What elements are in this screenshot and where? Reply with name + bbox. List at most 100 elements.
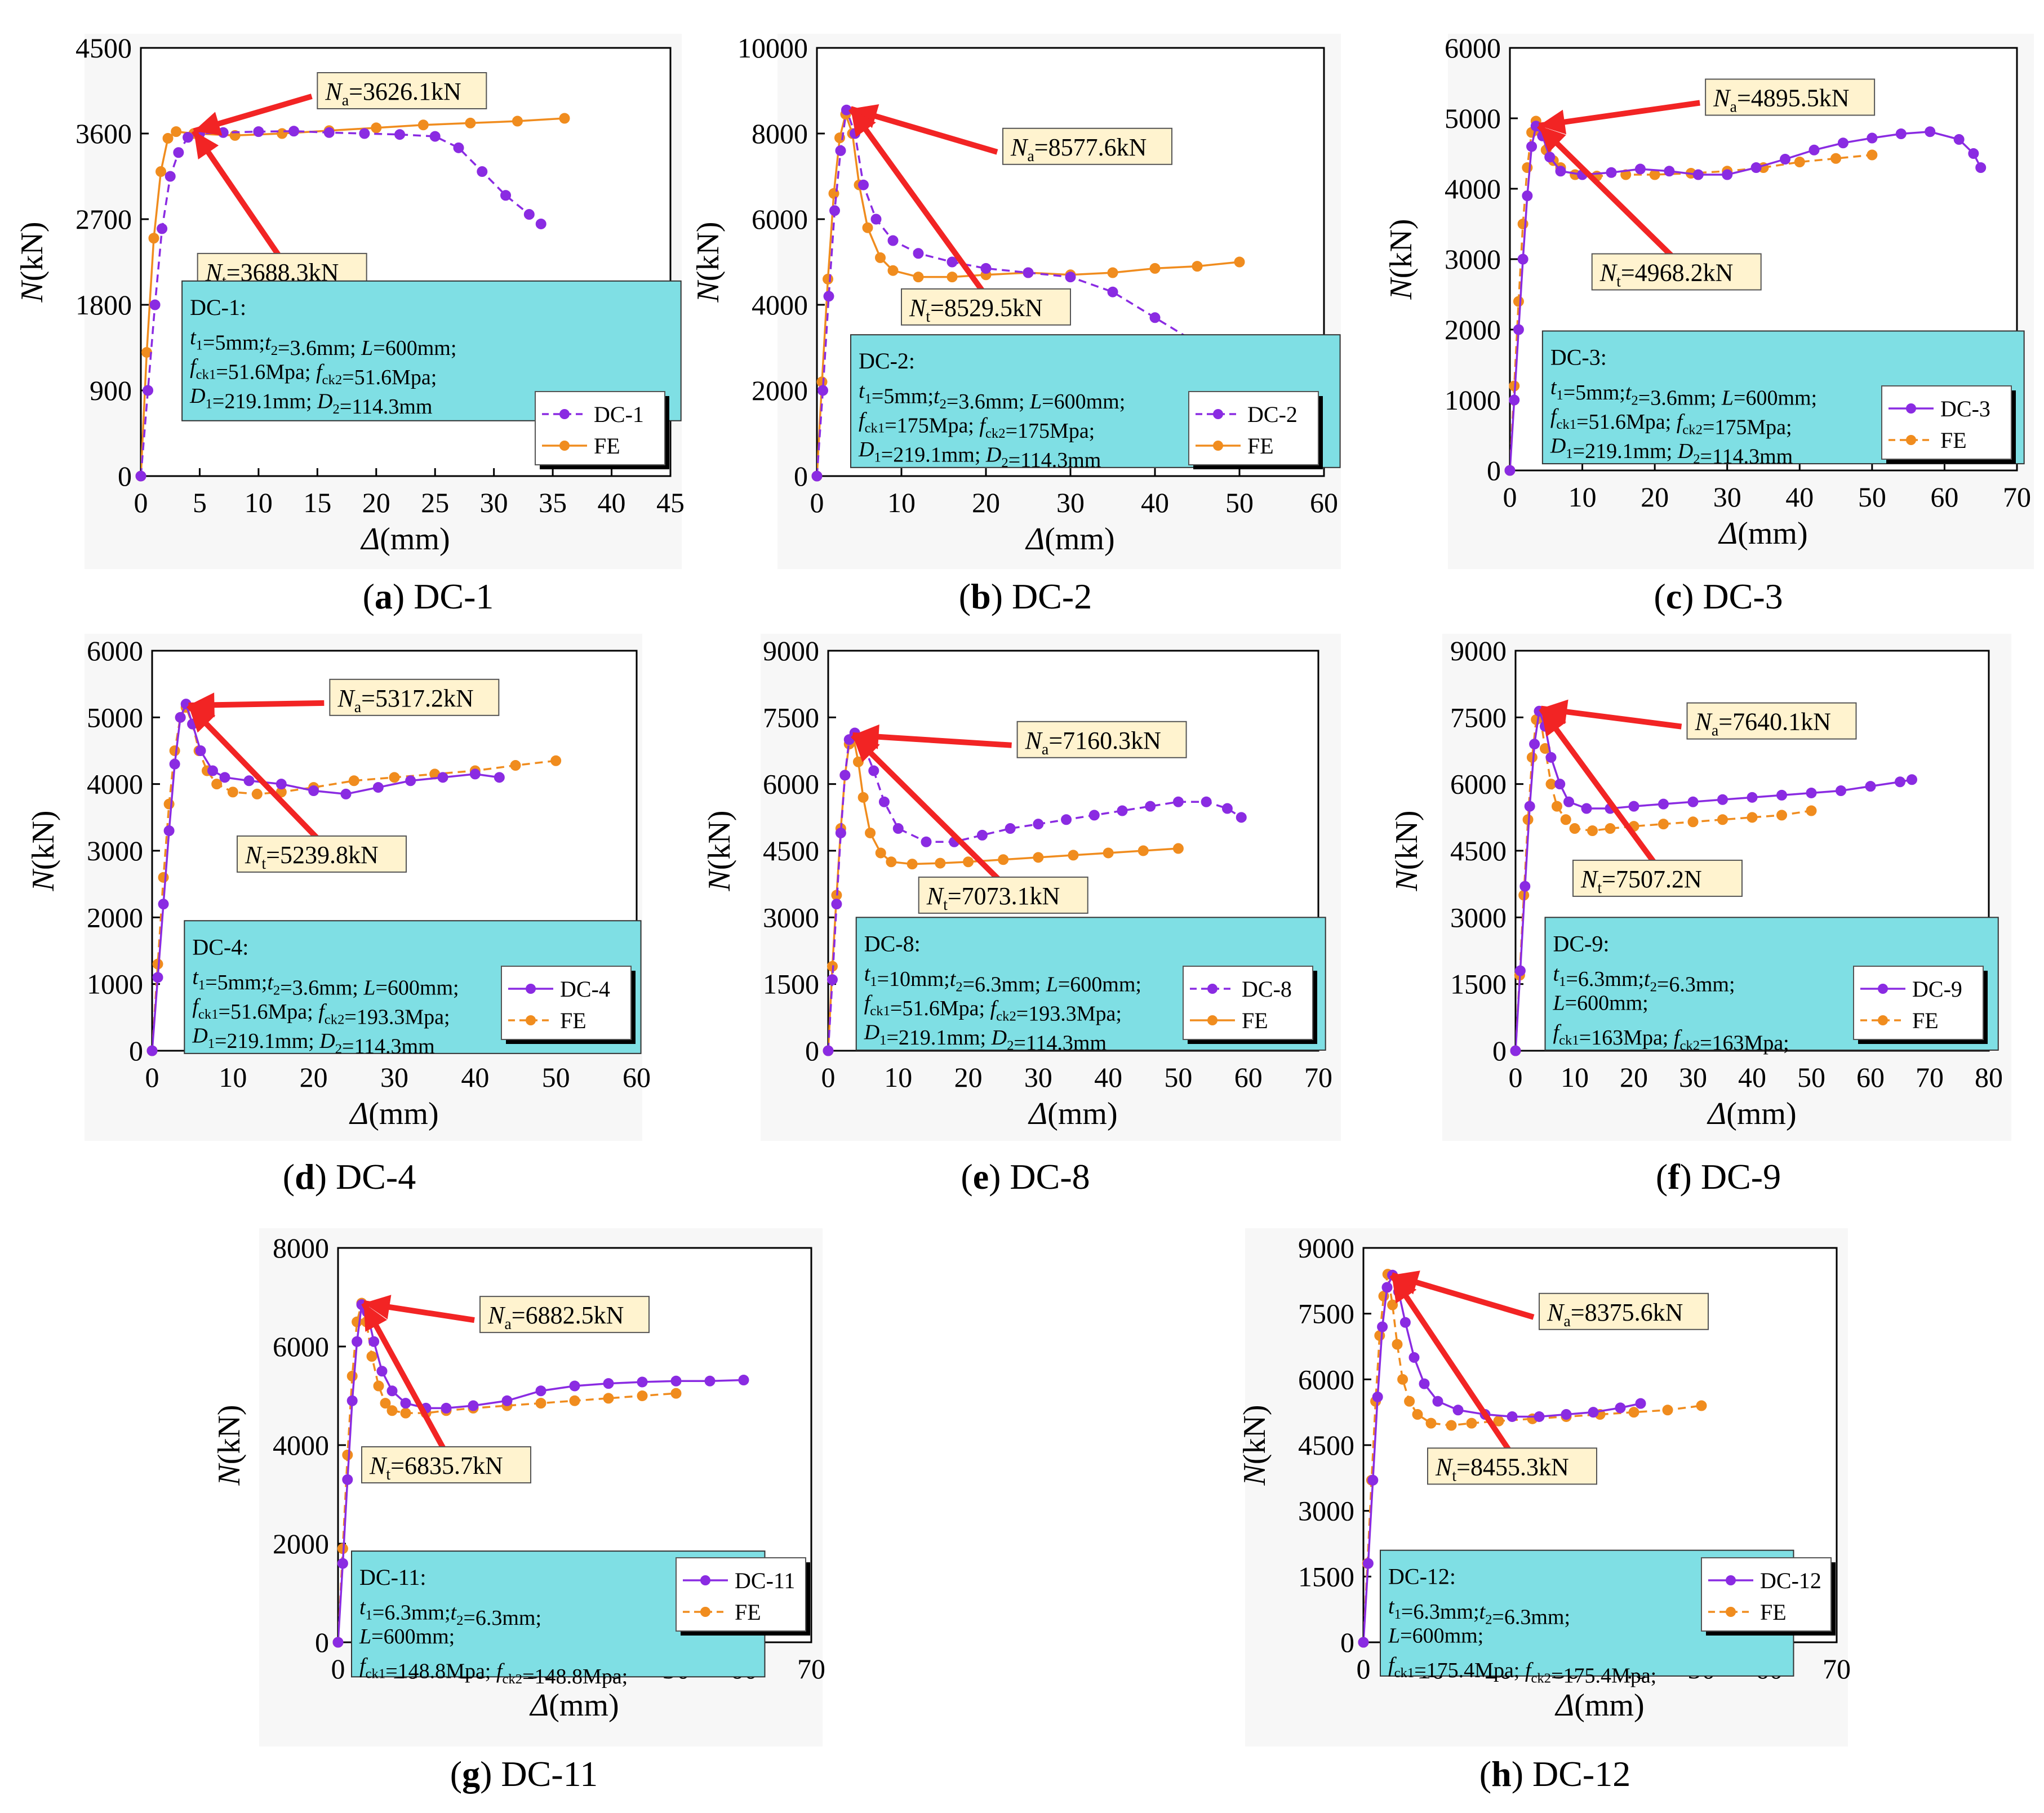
panel-caption: (f) DC-9 — [1656, 1157, 1781, 1197]
data-point-fe — [1658, 819, 1669, 830]
nt-arrow — [1536, 123, 1679, 263]
legend-marker-test — [1213, 409, 1223, 419]
data-point-test — [523, 209, 535, 220]
data-point-test — [1509, 394, 1520, 406]
data-point-test — [157, 223, 168, 234]
data-point-test — [143, 385, 154, 396]
data-point-test — [352, 1336, 363, 1347]
parameter-line: t1=5mm;t2=3.6mm; L=600mm; — [859, 379, 1125, 414]
legend-label-fe: FE — [735, 1599, 761, 1625]
x-tick-label: 40 — [1094, 1061, 1122, 1093]
data-point-fe — [211, 779, 223, 790]
data-point-fe — [637, 1390, 648, 1401]
data-point-fe — [1387, 1299, 1398, 1310]
x-tick-label: 20 — [954, 1061, 983, 1093]
nt-arrow — [1389, 1273, 1515, 1457]
na-callout-box — [1016, 721, 1187, 758]
parameter-line: L=600mm; — [1388, 1624, 1483, 1648]
legend-box — [1853, 966, 1984, 1040]
nt-arrow — [1539, 706, 1660, 869]
data-point-test — [1107, 286, 1118, 297]
nt-arrow-head — [363, 1303, 388, 1332]
legend-label-fe: FE — [1242, 1008, 1268, 1033]
legend-label-test: DC-9 — [1912, 976, 1962, 1002]
nt-callout-label: Nt=8455.3kN — [1435, 1453, 1569, 1485]
data-point-test — [346, 1395, 358, 1406]
data-point-test — [858, 179, 869, 190]
data-point-test — [1692, 169, 1704, 180]
data-point-test — [1517, 254, 1528, 265]
data-point-test — [477, 166, 488, 177]
data-point-fe — [169, 745, 180, 756]
data-point-test — [323, 127, 335, 138]
data-point-test — [1452, 1405, 1464, 1416]
nt-callout-label: Nt=7073.1kN — [926, 882, 1060, 914]
x-tick-label: 20 — [1641, 481, 1669, 513]
x-tick-label: 0 — [145, 1061, 159, 1093]
data-point-test — [1088, 810, 1100, 821]
y-tick-label: 3000 — [1450, 901, 1507, 933]
y-tick-label: 3000 — [1298, 1495, 1354, 1527]
data-point-fe — [535, 1398, 546, 1409]
legend-marker-fe — [1213, 441, 1223, 451]
x-tick-label: 40 — [1738, 1061, 1766, 1093]
x-tick-label: 5 — [193, 487, 207, 518]
y-tick-label: 900 — [90, 375, 132, 406]
data-point-fe — [559, 113, 570, 124]
data-point-fe — [875, 252, 886, 263]
legend-box — [501, 966, 632, 1040]
data-point-test — [1554, 779, 1566, 790]
data-point-fe — [1466, 1417, 1477, 1429]
data-point-fe — [1103, 847, 1114, 859]
data-point-fe — [1560, 814, 1571, 825]
data-point-test — [1172, 796, 1184, 807]
x-tick-label: 50 — [1797, 1061, 1825, 1093]
data-point-test — [1895, 128, 1907, 139]
y-axis-label: N(kN) — [1384, 219, 1419, 300]
nt-arrow-head — [852, 735, 880, 762]
x-axis-label: Δ(mm) — [1707, 1096, 1796, 1131]
data-point-test — [637, 1376, 648, 1388]
chart-panel-a: 0 5 10 15 20 25 30 35 40 45 0 900 1800 2700 3600 4500 Δ(… — [15, 32, 685, 616]
x-axis-label: Δ(mm) — [1554, 1688, 1644, 1723]
data-point-fe — [162, 132, 174, 144]
x-axis-label: Δ(mm) — [529, 1688, 619, 1723]
parameter-title: DC-4: — [192, 934, 248, 959]
data-point-test — [1005, 823, 1016, 834]
data-point-test — [1408, 1352, 1420, 1363]
data-point-test — [569, 1380, 580, 1392]
parameter-line: t1=6.3mm;t2=6.3mm; — [359, 1596, 541, 1630]
legend-label-fe: FE — [560, 1008, 586, 1033]
data-point-test — [219, 772, 230, 783]
y-tick-label: 3600 — [75, 118, 132, 149]
y-tick-label: 4000 — [1445, 173, 1501, 205]
data-point-fe — [998, 854, 1009, 865]
data-point-test — [1529, 739, 1540, 750]
data-point-fe — [1867, 149, 1878, 161]
chart-panel-f: 0 10 20 30 40 50 60 70 80 0 1500 3000 4500 6000 7500 90… — [1389, 634, 2011, 1197]
chart-panel-d: 0 10 20 30 40 50 60 0 1000 2000 3000 4000 5000 6000 Δ(… — [26, 634, 651, 1197]
parameter-line: L=600mm; — [359, 1625, 455, 1648]
data-point-fe — [913, 272, 924, 283]
legend-label-test: DC-3 — [1940, 396, 1990, 421]
data-point-test — [243, 775, 255, 786]
na-arrow-head — [1541, 699, 1568, 725]
na-callout-box — [1539, 1292, 1709, 1330]
data-point-test — [1514, 965, 1526, 976]
data-point-test — [494, 772, 505, 783]
legend-label-test: DC-1 — [594, 402, 644, 427]
legend-label-fe: FE — [1760, 1599, 1787, 1625]
y-tick-label: 4500 — [1450, 835, 1507, 866]
data-point-test — [817, 385, 828, 396]
data-point-test — [1545, 752, 1557, 763]
data-point-test — [829, 205, 840, 216]
na-callout-box — [1686, 702, 1857, 740]
legend-marker-fe — [1207, 1015, 1217, 1025]
nt-arrow-head — [188, 705, 216, 733]
data-point-test — [163, 825, 175, 836]
series-line-dc-11 — [338, 1302, 744, 1642]
data-point-fe — [277, 128, 288, 139]
data-point-fe — [342, 1450, 353, 1460]
data-point-fe — [1687, 816, 1699, 828]
nt-arrow — [361, 1301, 449, 1455]
